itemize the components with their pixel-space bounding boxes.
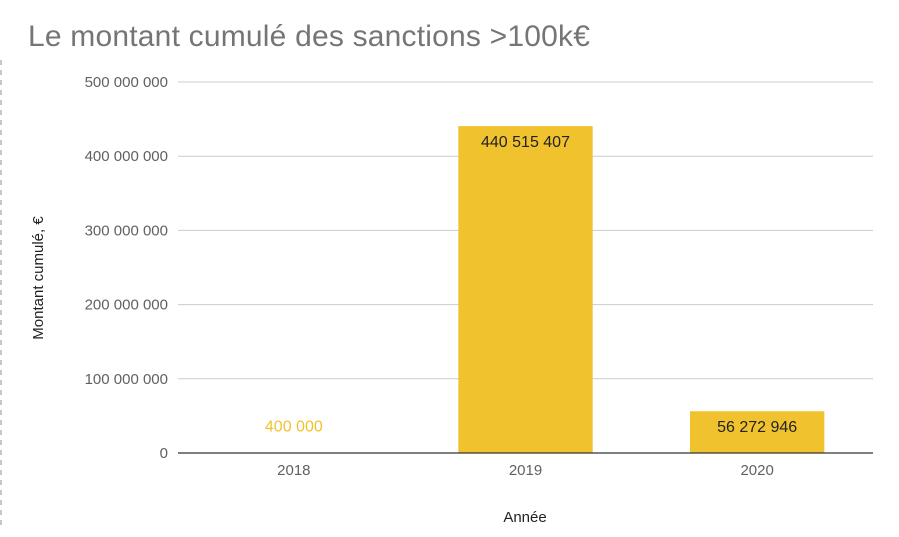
y-tick-label: 100 000 000 xyxy=(85,371,168,388)
data-labels: 400 000 440 515 407 56 272 946 xyxy=(265,134,797,436)
bar-2020 xyxy=(689,411,825,453)
x-axis-ticks: 2018 2019 2020 xyxy=(277,462,774,479)
y-tick-label: 400 000 000 xyxy=(85,148,168,165)
x-tick-label: 2018 xyxy=(277,462,310,479)
x-tick-label: 2019 xyxy=(509,462,542,479)
bars xyxy=(226,126,825,453)
left-edge-dotted-border xyxy=(0,60,2,530)
data-label-2020: 56 272 946 xyxy=(717,419,797,436)
y-axis-ticks: 0 100 000 000 200 000 000 300 000 000 400 00… xyxy=(85,74,168,462)
x-axis-title: Année xyxy=(503,509,546,526)
y-tick-label: 200 000 000 xyxy=(85,297,168,314)
data-label-2019: 440 515 407 xyxy=(481,134,570,151)
bar-2019 xyxy=(458,126,593,453)
x-tick-label: 2020 xyxy=(740,462,773,479)
chart-title: Le montant cumulé des sanctions >100k€ xyxy=(28,20,591,53)
y-tick-label: 300 000 000 xyxy=(85,222,168,239)
data-label-2018: 400 000 xyxy=(265,419,323,436)
y-axis-title: Montant cumulé, € xyxy=(30,216,47,340)
y-tick-label: 500 000 000 xyxy=(85,74,168,91)
y-tick-label: 0 xyxy=(160,445,168,462)
